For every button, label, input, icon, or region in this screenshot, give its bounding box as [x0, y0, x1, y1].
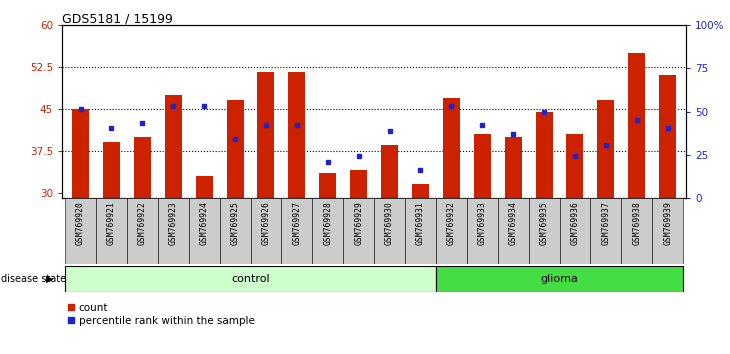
Text: GSM769936: GSM769936	[570, 201, 580, 245]
Text: GSM769930: GSM769930	[385, 201, 394, 245]
Bar	[536, 112, 553, 198]
Bar	[343, 198, 374, 264]
Bar	[659, 75, 676, 198]
Bar	[597, 100, 615, 198]
Bar	[134, 137, 151, 198]
Bar	[466, 198, 498, 264]
Text: GSM769924: GSM769924	[200, 201, 209, 245]
Bar	[65, 198, 96, 264]
Bar	[288, 72, 305, 198]
Text: GSM769934: GSM769934	[509, 201, 518, 245]
Text: GSM769929: GSM769929	[354, 201, 364, 245]
Bar	[436, 198, 466, 264]
Text: GSM769935: GSM769935	[539, 201, 548, 245]
Bar	[196, 176, 212, 198]
Bar	[559, 198, 591, 264]
Text: GSM769921: GSM769921	[107, 201, 116, 245]
Text: GSM769920: GSM769920	[76, 201, 85, 245]
Bar	[381, 145, 398, 198]
Bar	[652, 198, 683, 264]
Text: ▶: ▶	[46, 274, 53, 284]
Bar	[312, 198, 343, 264]
Text: GSM769939: GSM769939	[663, 201, 672, 245]
Bar	[158, 198, 189, 264]
Text: GSM769931: GSM769931	[416, 201, 425, 245]
Text: GDS5181 / 15199: GDS5181 / 15199	[62, 12, 173, 25]
Text: GSM769926: GSM769926	[261, 201, 271, 245]
Text: GSM769923: GSM769923	[169, 201, 178, 245]
Bar	[621, 198, 652, 264]
Bar	[282, 198, 312, 264]
Bar	[566, 134, 583, 198]
Bar	[96, 198, 127, 264]
Bar	[220, 198, 250, 264]
Text: GSM769927: GSM769927	[293, 201, 301, 245]
Text: GSM769925: GSM769925	[231, 201, 239, 245]
Bar	[258, 72, 274, 198]
Bar	[189, 198, 220, 264]
Bar	[350, 170, 367, 198]
Bar	[319, 173, 337, 198]
Bar	[72, 109, 89, 198]
Bar	[165, 95, 182, 198]
Bar	[103, 142, 120, 198]
Bar	[374, 198, 405, 264]
Bar	[405, 198, 436, 264]
Bar	[436, 266, 683, 292]
Bar	[474, 134, 491, 198]
Text: GSM769922: GSM769922	[138, 201, 147, 245]
Bar	[529, 198, 559, 264]
Bar	[504, 137, 522, 198]
Bar	[65, 266, 436, 292]
Bar	[629, 53, 645, 198]
Text: GSM769937: GSM769937	[602, 201, 610, 245]
Bar	[443, 97, 460, 198]
Bar	[498, 198, 529, 264]
Legend: count, percentile rank within the sample: count, percentile rank within the sample	[67, 303, 255, 326]
Text: GSM769932: GSM769932	[447, 201, 456, 245]
Bar	[226, 100, 244, 198]
Bar	[591, 198, 621, 264]
Text: disease state: disease state	[1, 274, 66, 284]
Text: glioma: glioma	[541, 274, 578, 284]
Text: control: control	[231, 274, 270, 284]
Bar	[412, 184, 429, 198]
Text: GSM769928: GSM769928	[323, 201, 332, 245]
Text: GSM769933: GSM769933	[477, 201, 487, 245]
Bar	[127, 198, 158, 264]
Bar	[250, 198, 282, 264]
Text: GSM769938: GSM769938	[632, 201, 641, 245]
